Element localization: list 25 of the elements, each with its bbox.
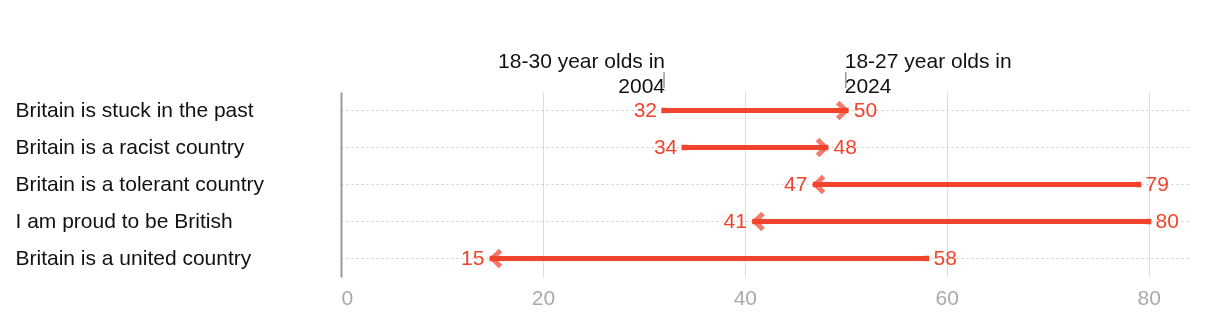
point <box>661 107 667 114</box>
data-label: 80 <box>1155 208 1179 232</box>
data-label: 32 <box>633 97 658 121</box>
data-label: 47 <box>784 171 808 195</box>
y-tick-label: Britain is stuck in the past <box>15 97 254 121</box>
x-tick-label: 60 <box>935 285 959 309</box>
data-label: 41 <box>723 208 747 232</box>
y-tick-label: I am proud to be British <box>15 208 233 232</box>
data-label: 15 <box>461 245 485 269</box>
x-tick-label: 40 <box>733 285 757 309</box>
y-tick-label: Britain is a united country <box>15 245 252 269</box>
point <box>752 218 758 225</box>
y-tick-label: Britain is a racist country <box>15 134 245 158</box>
series-label: 18-30 year olds in 2004 <box>498 49 666 97</box>
y-tick-label: Britain is a tolerant country <box>15 171 265 195</box>
x-tick-label: 0 <box>341 285 354 309</box>
x-tick-label: 80 <box>1137 285 1161 309</box>
point <box>681 144 687 151</box>
data-label: 79 <box>1145 171 1169 195</box>
data-label: 50 <box>853 97 878 121</box>
series-label: 18-27 year olds in 2024 <box>844 49 1012 97</box>
data-label: 48 <box>833 134 857 158</box>
data-label: 58 <box>933 245 957 269</box>
data-label: 34 <box>653 134 678 158</box>
x-tick-label: 20 <box>531 285 556 309</box>
